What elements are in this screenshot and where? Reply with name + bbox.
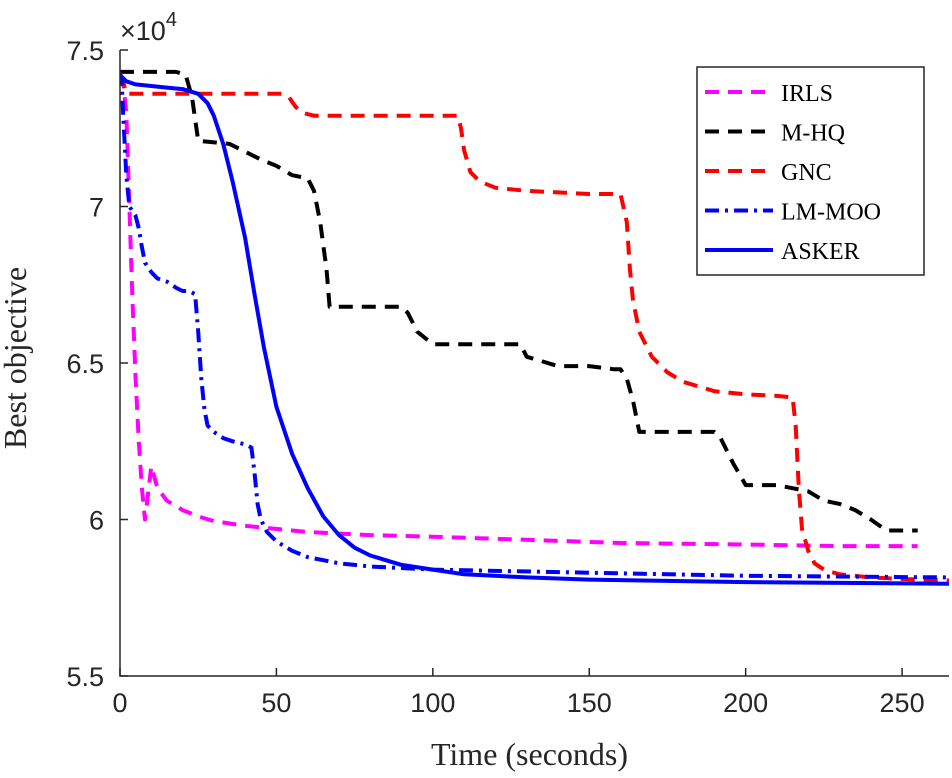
series-line-lm-moo [120,71,949,580]
axes-layer: 0 50 100 150 200 250 5.5 6 6.5 7 7.5 ×104 Time (seco… [0,9,949,772]
legend-label-gnc: GNC [781,160,832,186]
series-layer [120,69,949,586]
y-tick-label: 7.5 [66,36,104,66]
x-tick-label: 0 [112,688,127,718]
x-tick-label: 150 [567,688,612,718]
legend-label-m-hq: M-HQ [781,121,845,147]
y-exponent-label: ×104 [120,9,177,46]
x-tick-label: 100 [410,688,455,718]
x-tick-label: 250 [880,688,925,718]
legend: IRLS M-HQ GNC LM-MOO ASKER [696,66,925,276]
series-line-irls [120,74,918,549]
x-axis-label: Time (seconds) [431,736,628,772]
series-line-asker [120,73,949,586]
y-tick-label: 6.5 [66,349,104,379]
y-tick-label: 5.5 [66,662,104,692]
x-tick-label: 50 [261,688,291,718]
y-tick-label: 7 [89,193,104,223]
series-line-m-hq [120,69,918,533]
series-line-gnc [120,74,949,583]
legend-label-asker: ASKER [781,239,860,265]
y-tick-label: 6 [89,506,104,536]
legend-label-lm-moo: LM-MOO [781,200,881,226]
legend-label-irls: IRLS [781,81,833,107]
y-axis-label: Best objective [0,267,33,449]
x-tick-label: 200 [723,688,768,718]
